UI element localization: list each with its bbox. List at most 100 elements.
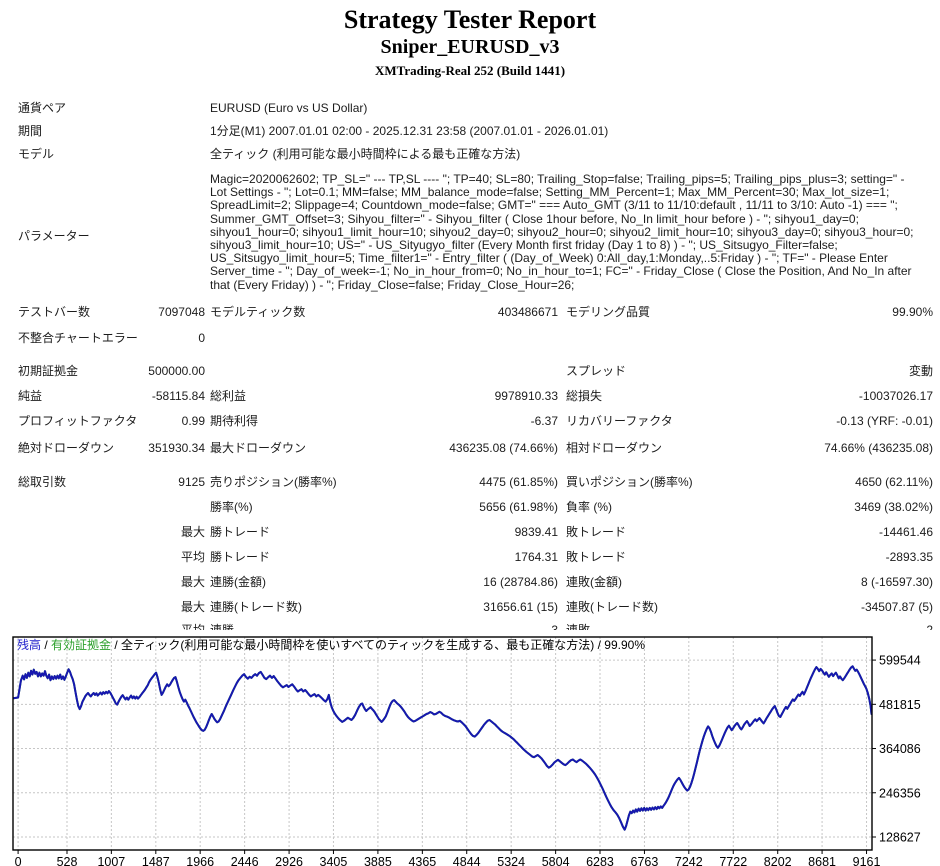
row-label: スプレッド: [566, 364, 627, 378]
info-row-label: モデル: [18, 147, 55, 161]
row-value: -10037026.17: [858, 389, 933, 403]
row-label: 総取引数: [18, 475, 67, 489]
row-value: -0.13 (YRF: -0.01): [836, 414, 933, 428]
x-axis-label: 7242: [675, 855, 703, 866]
row-value: 最大: [180, 575, 205, 589]
row-label: 相対ドローダウン: [566, 441, 663, 455]
info-row-label: パラメーター: [18, 229, 90, 243]
row-label: 勝トレード: [210, 550, 271, 564]
x-axis-label: 4844: [453, 855, 481, 866]
x-axis-label: 6763: [631, 855, 659, 866]
row-label: 連敗(金額): [566, 575, 622, 589]
row-label: リカバリーファクタ: [566, 414, 673, 428]
y-axis-label: 128627: [879, 830, 921, 844]
row-value: -14461.46: [878, 525, 933, 539]
x-axis-label: 1966: [186, 855, 214, 866]
row-value: 74.66% (436235.08): [824, 441, 933, 455]
row-label: テストバー数: [18, 305, 91, 319]
row-label: 連勝(金額): [210, 575, 266, 589]
row-value: 99.90%: [892, 305, 933, 319]
row-value: 9125: [178, 475, 205, 489]
row-value: 3469 (38.02%): [854, 500, 933, 514]
x-axis-label: 2926: [275, 855, 303, 866]
chart-background: [0, 630, 940, 866]
row-label: 連敗(トレード数): [566, 600, 658, 614]
row-value: -6.37: [530, 414, 558, 428]
x-axis-label: 1007: [97, 855, 125, 866]
x-axis-label: 3405: [320, 855, 348, 866]
row-label: 不整合チャートエラー: [18, 331, 138, 345]
row-value: 最大: [180, 525, 205, 539]
info-row-value: 1分足(M1) 2007.01.01 02:00 - 2025.12.31 23…: [210, 124, 609, 138]
row-label: プロフィットファクタ: [18, 414, 138, 428]
row-label: 初期証拠金: [18, 364, 79, 378]
row-label: 負率 (%): [566, 500, 612, 514]
row-label: 総損失: [566, 389, 603, 403]
row-value: 5656 (61.98%): [479, 500, 558, 514]
x-axis-label: 3885: [364, 855, 392, 866]
row-label: 買いポジション(勝率%): [566, 475, 693, 489]
row-label: 敗トレード: [566, 550, 627, 564]
row-value: 31656.61 (15): [483, 600, 558, 614]
row-value: 変動: [908, 364, 933, 378]
row-label: 総利益: [210, 389, 247, 403]
chart-legend: 残高 / 有効証拠金 / 全ティック(利用可能な最小時間枠を使いすべてのティック…: [17, 637, 645, 652]
row-label: 最大ドローダウン: [210, 441, 307, 455]
row-label: モデルティック数: [210, 305, 306, 319]
report-title: Strategy Tester Report: [343, 5, 597, 34]
row-value: 351930.34: [148, 441, 205, 455]
row-value: -2893.35: [885, 550, 933, 564]
row-value: 4650 (62.11%): [855, 475, 933, 489]
y-axis-label: 246356: [879, 786, 921, 800]
x-axis-label: 8202: [764, 855, 792, 866]
row-value: -34507.87 (5): [860, 600, 933, 614]
row-label: 敗トレード: [566, 525, 627, 539]
row-value: 403486671: [497, 305, 558, 319]
row-label: 連勝(トレード数): [210, 600, 302, 614]
broker-build-line: XMTrading-Real 252 (Build 1441): [374, 63, 566, 78]
y-axis-label: 481815: [879, 698, 921, 712]
row-value: 4475 (61.85%): [479, 475, 558, 489]
row-value: 9978910.33: [494, 389, 558, 403]
x-axis-label: 4365: [408, 855, 436, 866]
row-value: 16 (28784.86): [483, 575, 558, 589]
row-value: -58115.84: [151, 389, 205, 403]
row-label: 勝率(%): [210, 500, 253, 514]
y-axis-label: 364086: [879, 742, 921, 756]
x-axis-label: 7722: [719, 855, 747, 866]
row-label: 売りポジション(勝率%): [210, 475, 337, 489]
row-label: 純益: [18, 389, 43, 403]
row-value: 0: [198, 331, 205, 345]
expert-name: Sniper_EURUSD_v3: [380, 36, 560, 58]
info-row-value: Magic=2020062602; TP_SL=" --- TP,SL ----…: [210, 172, 914, 292]
row-value: 8 (-16597.30): [860, 575, 933, 589]
row-value: 9839.41: [514, 525, 558, 539]
row-label: 絶対ドローダウン: [18, 441, 115, 455]
y-axis-label: 599544: [879, 654, 921, 668]
info-row-value: EURUSD (Euro vs US Dollar): [210, 101, 368, 115]
x-axis-label: 1487: [142, 855, 170, 866]
row-value: 1764.31: [514, 550, 558, 564]
row-label: 勝トレード: [210, 525, 271, 539]
row-label: モデリング品質: [566, 305, 651, 319]
row-value: 平均: [180, 550, 205, 564]
balance-equity-chart: 0 528 1007 1487 1966 2446 2926 3405 3885 4365 4844…: [0, 630, 940, 866]
row-value: 7097048: [158, 305, 205, 319]
x-axis-label: 5324: [497, 855, 525, 866]
row-value: 最大: [180, 600, 205, 614]
x-axis-label: 0: [15, 855, 22, 866]
row-label: 期待利得: [210, 414, 259, 428]
row-value: 436235.08 (74.66%): [449, 441, 558, 455]
info-row-label: 期間: [18, 124, 43, 138]
x-axis-label: 528: [57, 855, 78, 866]
row-value: 500000.00: [148, 364, 205, 378]
x-axis-label: 5804: [542, 855, 570, 866]
x-axis-label: 6283: [586, 855, 614, 866]
x-axis-label: 8681: [808, 855, 836, 866]
x-axis-label: 9161: [853, 855, 881, 866]
info-row-label: 通貨ペア: [18, 101, 67, 115]
info-row-value: 全ティック (利用可能な最小時間枠による最も正確な方法): [210, 147, 521, 161]
row-value: 0.99: [181, 414, 205, 428]
x-axis-label: 2446: [231, 855, 259, 866]
